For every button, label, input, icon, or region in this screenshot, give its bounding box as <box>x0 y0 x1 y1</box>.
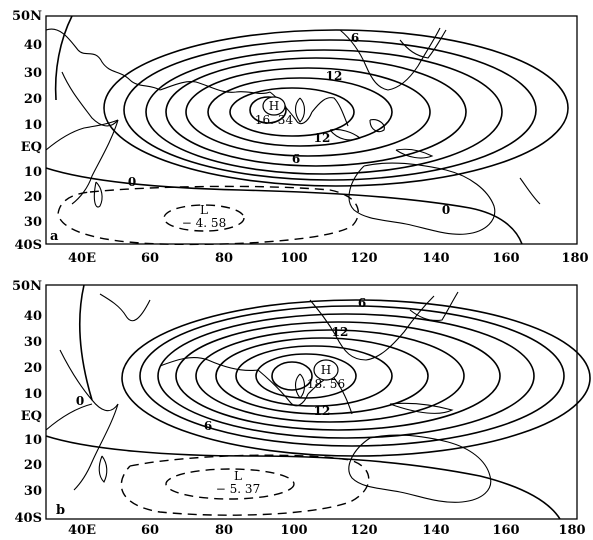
high-value: 16. 34 <box>255 113 294 127</box>
panel-a-neg-isolines <box>57 185 359 246</box>
panel-tag: b <box>56 503 65 518</box>
lon-label: 100 <box>280 251 307 266</box>
contour-label: 6 <box>204 419 212 433</box>
lat-label: 20 <box>24 190 42 205</box>
lat-label: 50N <box>12 9 42 24</box>
panel-b-neg-isolines <box>120 454 370 516</box>
lon-label: 120 <box>350 251 377 266</box>
lon-label: 100 <box>280 523 307 538</box>
lat-label: 30 <box>24 484 42 499</box>
high-circle <box>313 359 339 381</box>
lon-label: 140 <box>422 251 449 266</box>
contour-label: 12 <box>314 131 331 145</box>
lat-label: 40 <box>24 309 42 324</box>
panel-b-high-center: H 18. 56 <box>307 359 345 391</box>
low-value: − 5. 37 <box>216 482 260 496</box>
lat-label: 10 <box>24 118 42 133</box>
lat-label: 50N <box>12 279 42 294</box>
panel-a-contour-labels: 6 12 12 6 0 0 <box>128 31 450 217</box>
lon-label: 120 <box>350 523 377 538</box>
panel-b-lat-labels: 50N 40 30 20 10 EQ 10 20 30 40S <box>12 279 42 526</box>
contour-label: 6 <box>351 31 359 45</box>
contour-label: 6 <box>358 296 366 310</box>
lon-label: 180 <box>561 251 588 266</box>
panel-a-high-center: H 16. 34 <box>255 96 294 127</box>
lat-label: 10 <box>24 165 42 180</box>
high-circle <box>262 96 286 116</box>
panel-b-lon-labels: 40E 60 80 100 120 140 160 180 <box>68 523 586 538</box>
panel-b-contour-labels: 6 12 12 6 0 <box>76 296 366 433</box>
panel-a-lat-labels: 50N 40 30 20 10 EQ 10 20 30 40S <box>12 9 42 253</box>
panel-b-low-center: L − 5. 37 <box>216 469 260 496</box>
lat-label: 20 <box>24 458 42 473</box>
lat-label: 30 <box>24 215 42 230</box>
lat-label: 30 <box>24 66 42 81</box>
lon-label: 40E <box>68 523 96 538</box>
contour-label: 0 <box>76 394 84 408</box>
lon-label: 60 <box>141 251 159 266</box>
lat-label: 40S <box>15 238 42 253</box>
contour-label: 0 <box>128 175 136 189</box>
panel-b-coastlines <box>45 291 492 503</box>
lat-label: EQ <box>21 140 42 155</box>
contour-label: 12 <box>314 404 331 418</box>
low-value: − 4. 58 <box>182 216 226 230</box>
lat-label: 30 <box>24 335 42 350</box>
high-label: H <box>269 99 279 113</box>
panel-a-isolines <box>45 15 569 245</box>
lon-label: 160 <box>492 523 519 538</box>
lon-label: 140 <box>422 523 449 538</box>
contour-label: 12 <box>332 325 349 339</box>
high-value: 18. 56 <box>307 377 345 391</box>
contour-label: 0 <box>442 203 450 217</box>
panel-b: H 18. 56 L − 5. 37 6 12 12 6 0 b 50N 40 … <box>12 279 591 538</box>
panel-tag: a <box>50 229 59 244</box>
lon-label: 80 <box>215 523 233 538</box>
lat-label: 40S <box>15 511 42 526</box>
lon-label: 60 <box>141 523 159 538</box>
panel-b-frame <box>45 284 578 520</box>
panel-a-low-center: L − 4. 58 <box>182 203 226 230</box>
high-label: H <box>321 363 331 377</box>
lat-label: 40 <box>24 38 42 53</box>
lat-label: 20 <box>24 361 42 376</box>
low-label: L <box>234 469 242 483</box>
lon-label: 40E <box>68 251 96 266</box>
lat-label: 20 <box>24 92 42 107</box>
low-label: L <box>200 203 208 217</box>
panel-b-isolines <box>45 284 591 520</box>
lon-label: 180 <box>558 523 585 538</box>
contour-label: 6 <box>292 152 300 166</box>
panel-a-lon-labels: 40E 60 80 100 120 140 160 180 <box>68 251 589 266</box>
contour-label: 12 <box>326 69 343 83</box>
panel-a: H 16. 34 L − 4. 58 6 12 12 6 0 0 a 50N 4… <box>12 9 589 266</box>
lat-label: 10 <box>24 433 42 448</box>
lat-label: 10 <box>24 387 42 402</box>
lat-label: EQ <box>21 409 42 424</box>
lon-label: 160 <box>492 251 519 266</box>
lon-label: 80 <box>215 251 233 266</box>
panel-a-frame <box>45 15 578 245</box>
